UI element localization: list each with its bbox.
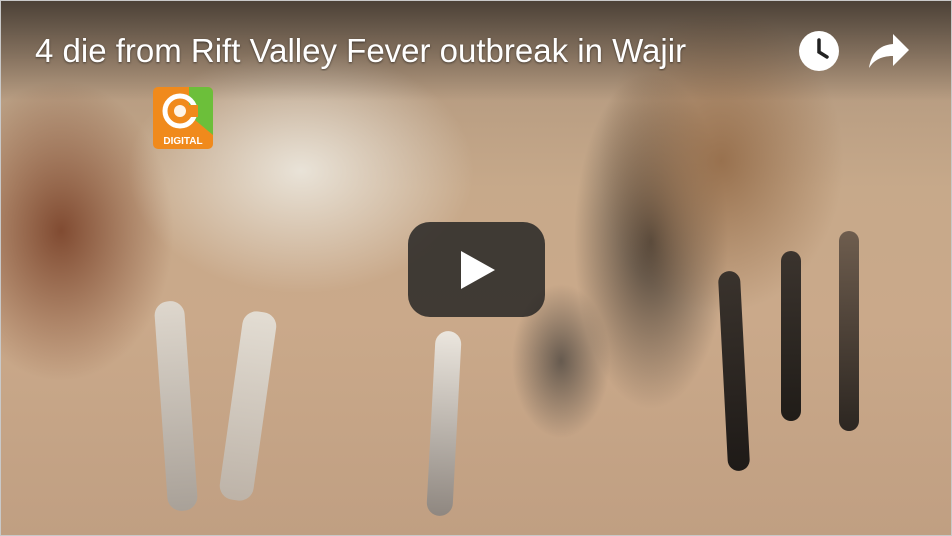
channel-logo: DIGITAL — [153, 87, 213, 149]
watch-later-button[interactable] — [797, 29, 841, 73]
cattle-leg — [426, 330, 462, 517]
cattle-leg — [839, 231, 859, 431]
title-bar: 4 die from Rift Valley Fever outbreak in… — [1, 1, 951, 101]
cattle-leg — [717, 270, 751, 472]
logo-text: DIGITAL — [163, 136, 202, 147]
share-arrow-icon — [869, 34, 909, 68]
share-button[interactable] — [867, 29, 911, 73]
play-button[interactable] — [408, 222, 545, 317]
video-title[interactable]: 4 die from Rift Valley Fever outbreak in… — [35, 32, 687, 69]
cattle-leg — [153, 300, 199, 512]
cattle-leg — [217, 309, 279, 503]
play-icon — [460, 250, 495, 289]
cattle-leg — [781, 251, 801, 421]
clock-icon — [799, 31, 839, 71]
